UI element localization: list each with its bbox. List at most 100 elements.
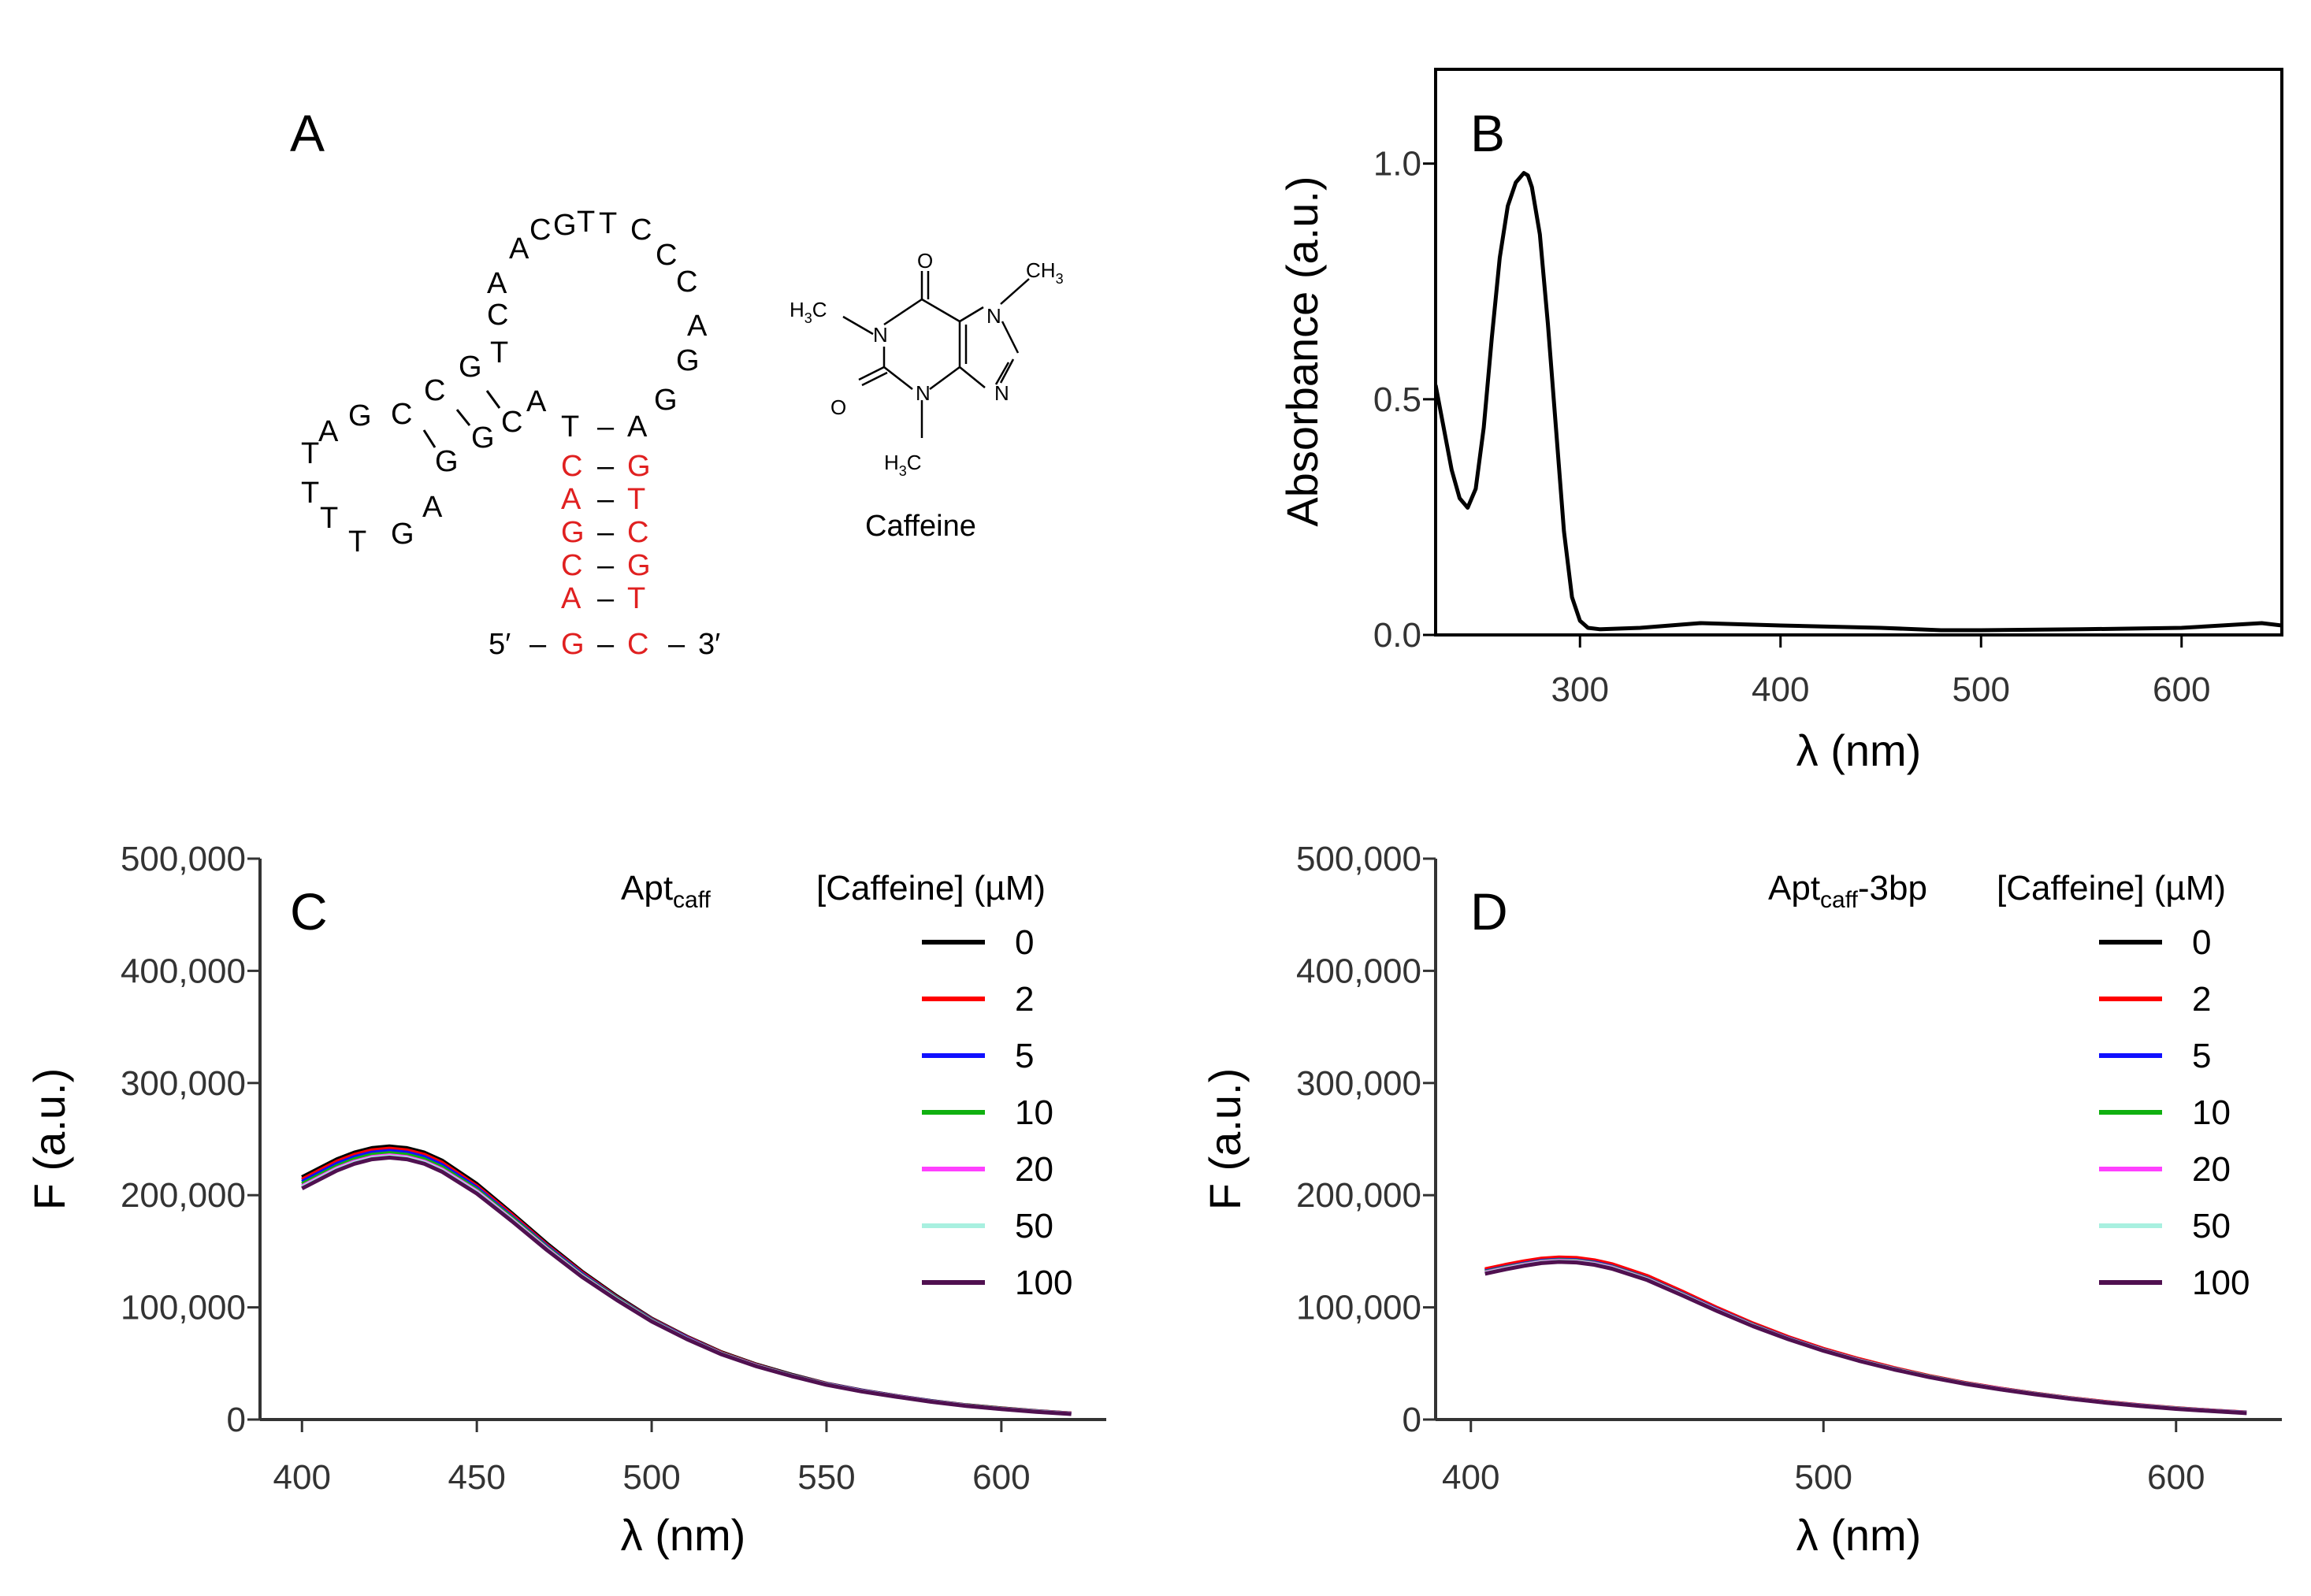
legend-label: 10 [1015,1093,1053,1132]
nt-stem-right: C [627,628,648,661]
y-tick-label: 200,000 [1296,1176,1421,1215]
y-tick-label: 300,000 [1296,1064,1421,1103]
y-tick-label: 1.0 [1373,145,1421,184]
nt-loop: C [656,239,677,272]
bond [959,366,986,388]
chart-c-annotation: Aptcaff [621,869,712,913]
y-tick-label: 400,000 [121,952,246,990]
legend-c: [Caffeine] (µM) 0 2 5 10 20 50 100 [816,869,1072,1302]
x-tick-label: 600 [2147,1458,2205,1497]
plot-frame [1434,68,2283,637]
y-axis-label: F (a.u.) [1200,1068,1250,1210]
y-tick-label: 200,000 [121,1176,246,1215]
nt-loop: T [577,206,595,239]
y-tick-label: 0 [1403,1401,1421,1439]
nt-stem-left: C [561,450,582,483]
x-tick-label: 600 [2153,670,2210,709]
series-line-100 [1484,1260,2247,1416]
nt-loop: G [654,384,678,417]
three-prime-dash: – [668,628,685,661]
y-axis-label: Absorbance (a.u.) [1277,176,1327,526]
pair-dash: – [597,628,615,661]
pair-dash: – [597,516,615,549]
caffeine-atoms: O N N N N O H3C H3C CH3 Caffeine [790,249,1064,543]
methyl-top: CH3 [1026,258,1064,287]
series-group [1484,1255,2247,1416]
nt-arm: C [424,374,445,407]
atom-o6: O [917,249,933,273]
legend-label: 50 [1015,1207,1053,1245]
y-tick-label: 0 [227,1401,246,1439]
atom-o2: O [830,395,846,419]
x-tick-label: 500 [1952,670,2010,709]
y-tick-label: 500,000 [1296,840,1421,878]
legend-label: 2 [1015,980,1034,1019]
legend-label: 2 [2192,980,2211,1019]
bond [1000,278,1030,305]
x-tick-label: 550 [797,1458,855,1497]
nt-left-loop: T [320,502,338,535]
y-tick-label: 100,000 [121,1289,246,1327]
nt-stem-left: G [561,628,585,661]
nt-stem-right: T [627,582,645,615]
nt-stem-right: A [627,410,648,444]
caffeine-structure [842,271,1030,438]
atom-n3: N [916,381,931,405]
arm-pair-line [422,429,437,448]
nt-left-loop: T [301,437,319,470]
y-tick-label: 0.0 [1373,616,1421,655]
methyl-left: H3C [790,298,827,326]
series-group [301,1144,1072,1416]
nt-stem-right: G [627,549,651,582]
panel-c: 0 100,000 200,000 300,000 400,000 500,000 400 4… [24,840,1106,1560]
five-prime-dash: – [529,628,547,661]
bond [921,298,960,323]
x-axis-label: λ (nm) [621,1510,746,1560]
x-tick-label: 500 [622,1458,680,1497]
legend-d: [Caffeine] (µM) 0 2 5 10 20 50 100 [1997,869,2250,1302]
panel-label-c: C [290,882,328,941]
x-tick-label: 600 [972,1458,1030,1497]
panel-label-a: A [290,104,325,162]
pair-dash: – [597,410,615,444]
nt-arm: T [490,336,508,369]
series-group [1436,171,2282,633]
bond [1001,321,1020,354]
five-prime-label: 5′ [489,628,511,661]
nt-arm: G [435,445,459,478]
nt-left-loop: A [422,491,443,524]
pair-dash: – [597,582,615,615]
chart-d-annotation: Aptcaff-3bp [1768,869,1927,913]
x-tick-label: 450 [448,1458,505,1497]
nt-stem-left: A [561,483,581,516]
y-tick-label: 100,000 [1296,1289,1421,1327]
nt-stem-right: C [627,516,648,549]
bond [994,362,1010,385]
nt-stem-right: T [627,483,645,516]
bond [861,371,888,387]
nt-loop: A [509,232,529,265]
pair-dash: – [597,483,615,516]
legend-title: [Caffeine] (µM) [1997,869,2226,907]
nt-stem-right: G [627,450,651,483]
panel-a: A T C A G C A G A G T C G T C – – – – [290,104,1064,661]
bond [858,366,885,381]
nt-arm: C [391,398,412,431]
y-tick-label: 300,000 [121,1064,246,1103]
legend-label: 50 [2192,1207,2231,1245]
legend-label: 100 [1015,1264,1072,1302]
nt-arm: G [471,421,495,455]
legend-label: 5 [1015,1037,1034,1075]
y-tick-label: 400,000 [1296,952,1421,990]
bond [959,306,984,323]
nt-loop: C [487,299,508,332]
legend-label: 0 [2192,923,2211,962]
nt-loop: G [553,209,577,242]
series-line-50 [301,1154,1072,1416]
nt-left-loop: G [391,518,414,551]
nt-arm: G [459,351,482,384]
atom-n1: N [873,323,888,347]
legend-label: 5 [2192,1037,2211,1075]
panel-d: 0 100,000 200,000 300,000 400,000 500,000 400 5… [1200,840,2282,1560]
